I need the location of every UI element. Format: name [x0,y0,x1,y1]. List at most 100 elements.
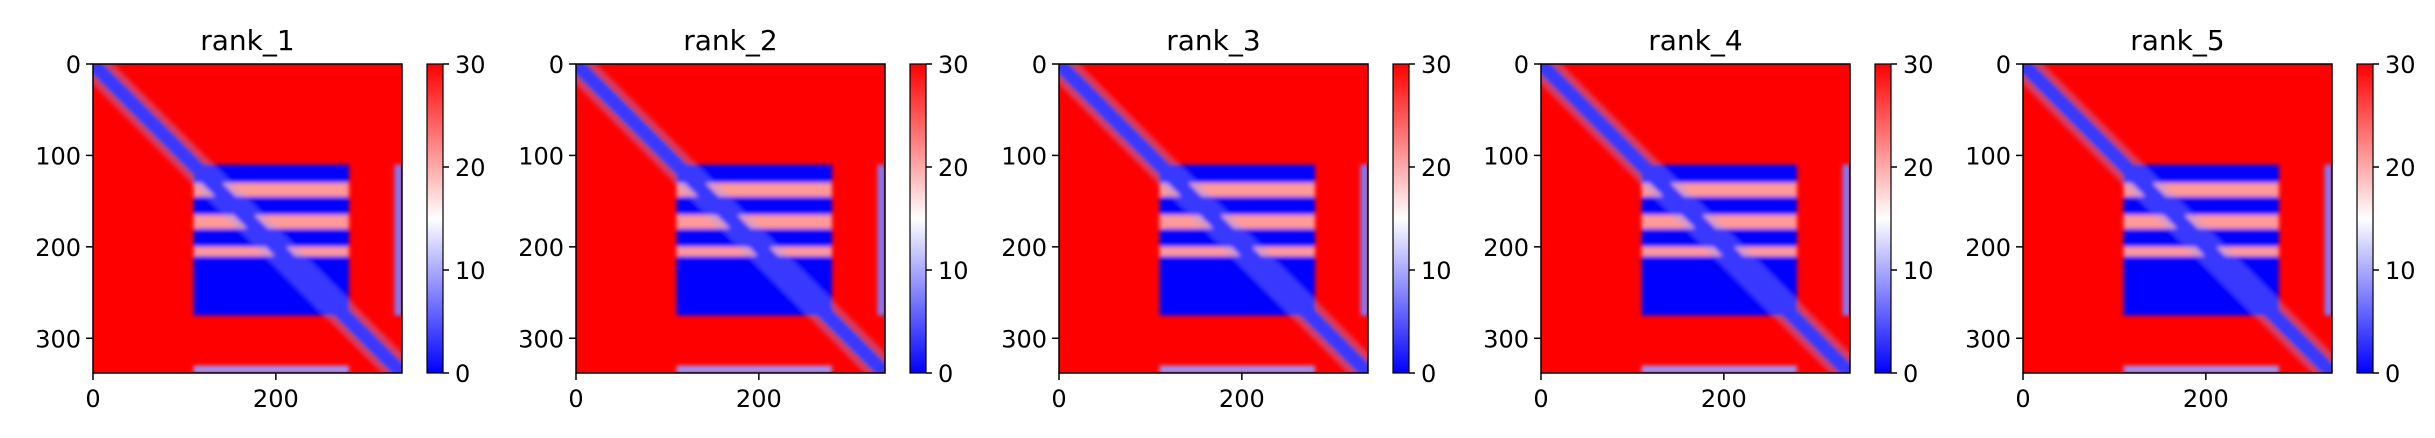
colorbar-tick-label: 30 [455,51,486,79]
y-tick-label: 200 [1001,234,1047,262]
heatmap-structure [2023,64,2332,373]
colorbar-tick-label: 30 [2385,51,2416,79]
colorbar-tick-label: 30 [1903,51,1934,79]
colorbar-tick-label: 20 [455,154,486,182]
x-tick-label: 200 [253,385,299,413]
colorbar-tick-label: 30 [1421,51,1452,79]
bottom-strip [1641,365,1797,373]
colorbar-tick-label: 20 [1903,154,1934,182]
y-tick-label: 100 [1001,142,1047,170]
colorbar [909,63,927,374]
panel-title: rank_4 [1648,24,1742,57]
x-tick-label: 0 [568,385,583,413]
colorbar [1392,63,1410,374]
colorbar-tick-label: 10 [455,257,486,285]
heatmap-panel: rank_2 0 100 200 300 0 200 0 10 20 30 [518,24,968,413]
y-tick-label: 100 [1483,142,1529,170]
heatmap-panel: rank_3 0 100 200 300 0 200 0 10 20 30 [1001,24,1451,413]
x-tick-label: 0 [85,385,100,413]
y-tick-label: 300 [518,325,564,353]
x-tick-label: 0 [2015,385,2030,413]
colorbar [2356,63,2374,374]
heatmap-image [2023,64,2332,373]
axes-frame [1058,63,1369,374]
colorbar-tick-label: 0 [1903,360,1918,388]
y-tick-label: 0 [1032,51,1047,79]
heatmap-image [576,64,885,373]
heatmap-structure [1541,64,1850,373]
axes-frame [92,63,403,374]
diagonal-halo [93,64,402,373]
low-error-block [1159,164,1315,183]
y-tick-label: 0 [66,51,81,79]
heatmap-image [1541,64,1850,373]
colorbar-tick-label: 0 [938,360,953,388]
edge-strip [1842,164,1850,316]
y-tick-label: 0 [1996,51,2011,79]
y-tick-label: 200 [1483,234,1529,262]
edge-strip [2324,164,2332,316]
x-tick-label: 200 [736,385,782,413]
edge-strip [1360,164,1368,316]
bottom-strip [193,365,349,373]
panel-title: rank_5 [2130,24,2224,57]
colorbar-tick-label: 20 [2385,154,2416,182]
colorbar-tick-label: 0 [2385,360,2400,388]
panel-title: rank_2 [683,24,777,57]
heatmap-structure [93,64,402,373]
heatmap-panel: rank_4 0 100 200 300 0 200 0 10 20 30 [1483,24,1933,413]
y-tick-label: 100 [518,142,564,170]
axes-frame [2022,63,2333,374]
panel-title: rank_3 [1166,24,1260,57]
heatmap-panel: rank_5 0 100 200 300 0 200 0 10 20 30 [1965,24,2415,413]
y-tick-label: 300 [35,325,81,353]
y-tick-label: 0 [1514,51,1529,79]
colorbar-tick-label: 10 [1421,257,1452,285]
low-error-block [676,164,832,183]
x-tick-label: 0 [1533,385,1548,413]
axes-frame [1540,63,1851,374]
y-tick-label: 200 [518,234,564,262]
diagonal-halo [2023,64,2332,373]
y-tick-label: 200 [1965,234,2011,262]
colorbar-tick-label: 0 [1421,360,1436,388]
bottom-strip [676,365,832,373]
colorbar-tick-label: 20 [938,154,969,182]
axes-frame [575,63,886,374]
colorbar [426,63,444,374]
y-tick-label: 0 [549,51,564,79]
colorbar-tick-label: 20 [1421,154,1452,182]
y-tick-label: 300 [1965,325,2011,353]
bottom-strip [2123,365,2279,373]
heatmap-structure [576,64,885,373]
low-error-block [193,164,349,183]
heatmap-image [1059,64,1368,373]
y-tick-label: 300 [1001,325,1047,353]
colorbar-tick-label: 10 [2385,257,2416,285]
colorbar [1874,63,1892,374]
x-tick-label: 200 [1219,385,1265,413]
panel-title: rank_1 [200,24,294,57]
heatmap-image [93,64,402,373]
heatmap-structure [1059,64,1368,373]
low-error-block [2123,164,2279,183]
diagonal-halo [576,64,885,373]
colorbar-tick-label: 10 [1903,257,1934,285]
edge-strip [394,164,402,316]
colorbar-tick-label: 10 [938,257,969,285]
heatmap-panel: rank_1 0 100 200 300 0 200 0 10 20 30 [35,24,485,413]
bottom-strip [1159,365,1315,373]
y-tick-label: 100 [35,142,81,170]
y-tick-label: 300 [1483,325,1529,353]
y-tick-label: 100 [1965,142,2011,170]
x-tick-label: 200 [2183,385,2229,413]
y-tick-label: 200 [35,234,81,262]
colorbar-tick-label: 0 [455,360,470,388]
diagonal-halo [1541,64,1850,373]
colorbar-tick-label: 30 [938,51,969,79]
low-error-block [1641,164,1797,183]
x-tick-label: 0 [1051,385,1066,413]
x-tick-label: 200 [1701,385,1747,413]
